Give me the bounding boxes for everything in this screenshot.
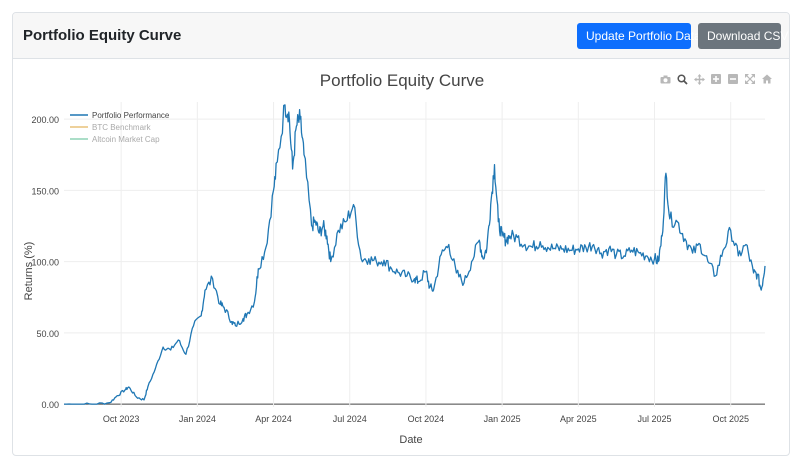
pan-icon[interactable] — [693, 73, 705, 85]
equity-chart: Portfolio Equity Curve 0.00 50.00 100.00 15… — [23, 71, 766, 446]
x-tick-label: Jul 2024 — [333, 414, 367, 424]
axis-layer: 0.00 50.00 100.00 150.00 200.00 Oct 2023 Jan 2… — [31, 115, 749, 424]
download-csv-button[interactable]: Download CSV — [698, 23, 788, 49]
zoom-in-icon[interactable] — [710, 73, 722, 85]
legend-item[interactable]: Portfolio Performance — [92, 111, 170, 120]
zoom-out-icon[interactable] — [727, 73, 739, 85]
autoscale-icon[interactable] — [744, 73, 756, 85]
card-title: Portfolio Equity Curve — [23, 27, 182, 44]
y-tick-label: 100.00 — [31, 258, 59, 268]
x-tick-label: Oct 2025 — [712, 414, 749, 424]
x-tick-label: Apr 2025 — [560, 414, 597, 424]
y-tick-label: 150.00 — [31, 186, 59, 196]
home-icon[interactable] — [761, 73, 773, 85]
x-tick-label: Oct 2023 — [103, 414, 140, 424]
card-header: Portfolio Equity Curve Update Portfolio … — [13, 13, 789, 59]
zoom-icon[interactable] — [676, 73, 688, 85]
x-axis-label: Date — [399, 434, 422, 446]
equity-card: Portfolio Equity Curve Update Portfolio … — [12, 12, 790, 456]
y-axis-label: Returns (%) — [23, 242, 35, 301]
chart-title: Portfolio Equity Curve — [320, 71, 484, 90]
series-layer — [64, 104, 766, 405]
legend-item[interactable]: Altcoin Market Cap — [92, 135, 160, 144]
camera-icon[interactable] — [659, 73, 671, 85]
series-line-portfolio[interactable] — [64, 104, 766, 405]
legend-item[interactable]: BTC Benchmark — [92, 123, 152, 132]
plot-area: Portfolio Equity Curve 0.00 50.00 100.00 15… — [13, 59, 789, 455]
modebar — [659, 73, 773, 85]
update-portfolio-button[interactable]: Update Portfolio Data — [577, 23, 701, 49]
legend[interactable]: Portfolio Performance BTC Benchmark Altcoi… — [70, 111, 170, 144]
y-tick-label: 0.00 — [41, 400, 59, 410]
x-tick-label: Jan 2025 — [484, 414, 521, 424]
x-tick-label: Apr 2024 — [255, 414, 292, 424]
x-tick-label: Jul 2025 — [638, 414, 672, 424]
y-tick-label: 200.00 — [31, 115, 59, 125]
y-tick-label: 50.00 — [36, 329, 59, 339]
x-tick-label: Jan 2024 — [179, 414, 216, 424]
x-tick-label: Oct 2024 — [408, 414, 445, 424]
